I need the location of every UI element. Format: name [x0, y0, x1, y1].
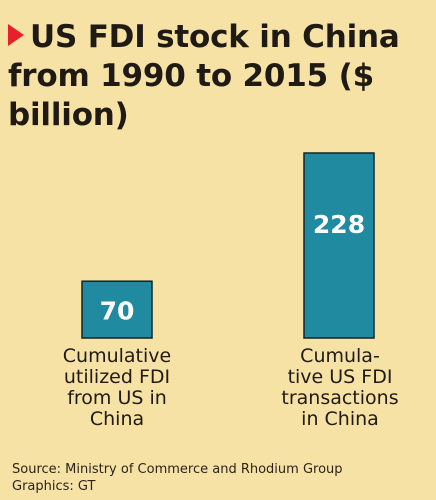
graphics-credit: Graphics: GT — [12, 479, 96, 494]
bar-1 — [303, 152, 375, 339]
title-marker-icon — [8, 24, 24, 46]
category-label-fdi-transactions: Cumula- tive US FDI transactions in Chin… — [281, 345, 399, 430]
bar-0 — [81, 280, 153, 339]
bar-value-label-0: 70 — [100, 297, 135, 326]
source-note: Source: Ministry of Commerce and Rhodium… — [12, 462, 343, 477]
bar-value-label-1: 228 — [313, 210, 365, 239]
chart-title: US FDI stock in China from 1990 to 2015 … — [8, 18, 428, 135]
chart-title-text: US FDI stock in China from 1990 to 2015 … — [8, 19, 400, 133]
category-label-utilized-fdi: Cumulative utilized FDI from US in China — [62, 345, 172, 430]
